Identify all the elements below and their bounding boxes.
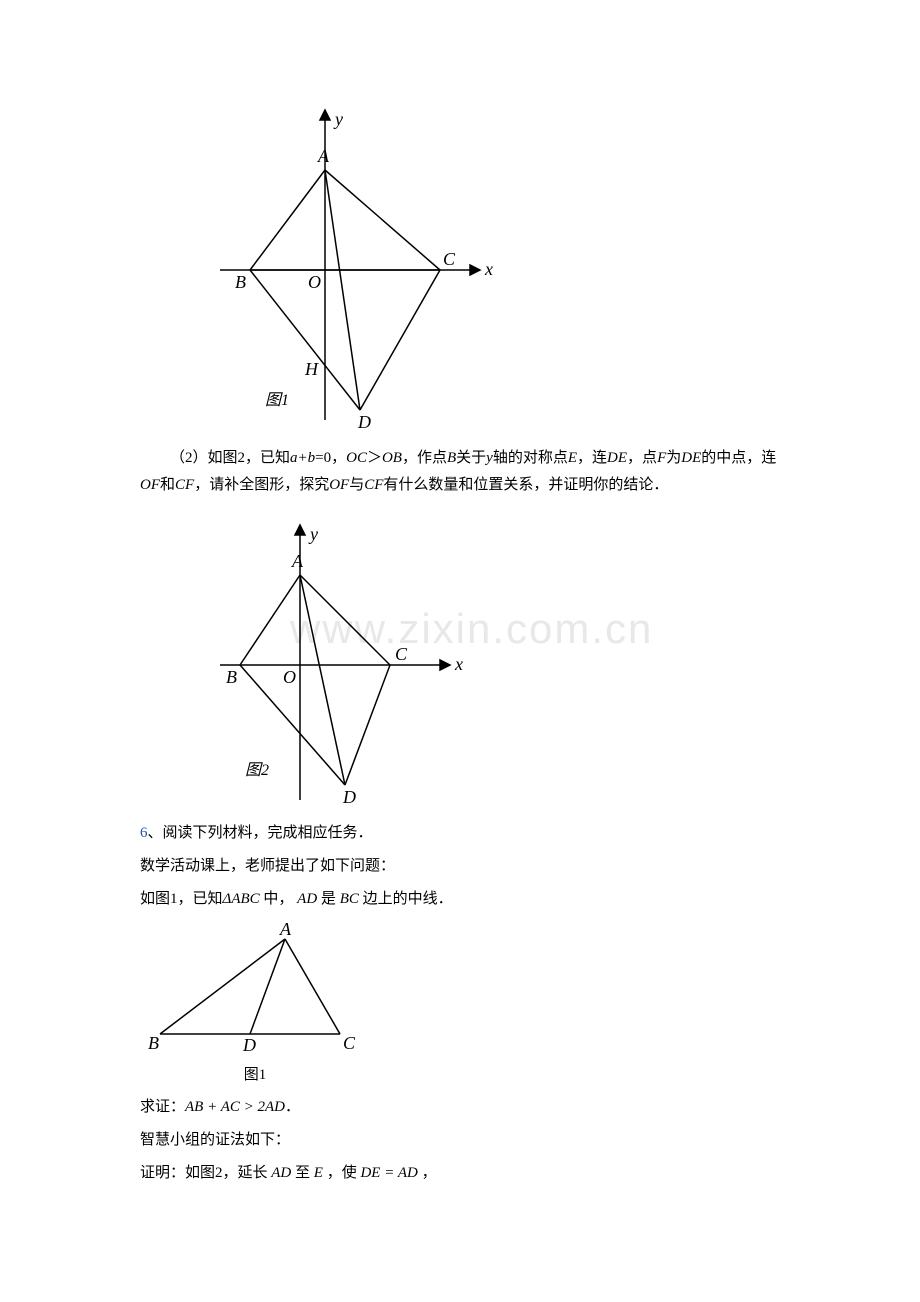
point-C: C	[443, 249, 456, 269]
figure-3-svg: A B C D	[140, 919, 370, 1054]
problem-6-line-3: 如图1，已知ΔABC 中， AD 是 BC 边上的中线．	[140, 886, 780, 913]
axis-x-label-2: x	[454, 654, 463, 674]
axis-y-label: y	[333, 109, 343, 129]
point-O-2: O	[283, 667, 296, 687]
point-B-2: B	[226, 667, 237, 687]
point-B: B	[235, 272, 246, 292]
problem-6-line-1: 6、阅读下列材料，完成相应任务．	[140, 820, 780, 847]
point-O: O	[308, 272, 321, 292]
point-D-3: D	[242, 1035, 256, 1054]
point-A: A	[317, 146, 330, 166]
point-H: H	[304, 359, 319, 379]
problem-number: 6	[140, 825, 148, 841]
point-D-2: D	[342, 787, 356, 805]
figure-2-label: 图2	[245, 762, 269, 779]
figure-1-svg: y x A B C D O H 图1	[210, 90, 500, 430]
axis-x-label: x	[484, 259, 493, 279]
point-B-3: B	[148, 1033, 159, 1053]
figure-2: www.zixin.com.cn y x A B C D O	[210, 505, 780, 810]
proof-line-2: 智慧小组的证法如下：	[140, 1127, 780, 1154]
proof-line-3: 证明：如图2，延长 AD 至 E ，使 DE = AD ，	[140, 1160, 780, 1187]
point-A-2: A	[291, 551, 304, 571]
figure-2-svg: y x A B C D O 图2	[210, 505, 470, 805]
figure-1: y x A B C D O H 图1	[210, 90, 780, 435]
figure-1-label: 图1	[265, 392, 289, 409]
figure-3-label: 图1	[140, 1063, 370, 1084]
problem-6-line-2: 数学活动课上，老师提出了如下问题：	[140, 853, 780, 880]
proof-line-1: 求证：AB + AC > 2AD．	[140, 1094, 780, 1121]
point-C-3: C	[343, 1033, 356, 1053]
point-A-3: A	[279, 919, 292, 939]
point-D: D	[357, 412, 371, 430]
paragraph-2: （2）如图2，已知a+b=0，OC＞OB，作点B关于y轴的对称点E，连DE，点F…	[140, 445, 780, 499]
point-C-2: C	[395, 644, 408, 664]
figure-3: A B C D 图1	[140, 919, 780, 1084]
axis-y-label-2: y	[308, 524, 318, 544]
